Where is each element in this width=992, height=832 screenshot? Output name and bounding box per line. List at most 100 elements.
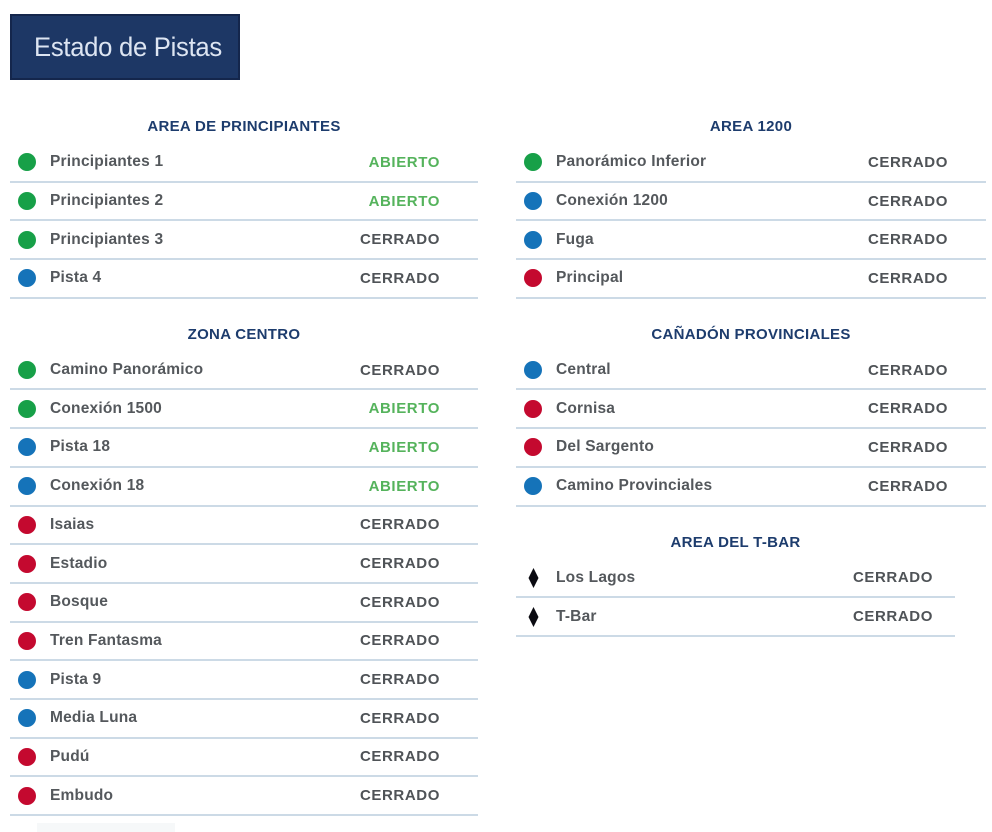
red-circle-icon	[18, 631, 36, 651]
trail-name: T-Bar	[556, 607, 597, 625]
trail-status-badge: CERRADO	[852, 569, 933, 587]
blue-circle-icon	[18, 437, 36, 457]
trail-status-badge: CERRADO	[359, 709, 440, 727]
trail-row-cornisa: Cornisa CERRADO	[516, 390, 986, 430]
trail-status-badge: CERRADO	[867, 269, 948, 287]
trail-row-tren-fantasma: Tren Fantasma CERRADO	[10, 623, 478, 662]
red-circle-icon	[18, 554, 36, 574]
section-header: AREA 1200	[709, 118, 793, 135]
trail-name: Camino Provinciales	[556, 477, 713, 495]
section-ca-ad-n-provinciales: CAÑADÓN PROVINCIALES Central CERRADO Cornis…	[516, 326, 986, 507]
trail-status-badge: CERRADO	[359, 593, 440, 611]
black-diamond-icon	[524, 567, 542, 588]
red-circle-icon	[18, 786, 36, 806]
blue-circle-icon	[524, 191, 542, 211]
trail-status-badge: CERRADO	[867, 361, 948, 379]
trail-name: Pista 18	[50, 438, 111, 456]
trail-name: Central	[556, 361, 611, 379]
trail-name: Fuga	[556, 230, 594, 248]
blue-circle-icon	[524, 476, 542, 496]
trail-row-camino-panor-mico: Camino Panorámico CERRADO	[10, 352, 478, 391]
section-area-del-t-bar: AREA DEL T-BAR Los Lagos CERRADO T-Bar CERRA…	[516, 534, 955, 637]
trail-name: Los Lagos	[556, 568, 636, 586]
trail-row-del-sargento: Del Sargento CERRADO	[516, 429, 986, 468]
blue-circle-icon	[524, 230, 542, 250]
trail-row-pista-18: Pista 18 ABIERTO	[10, 429, 478, 468]
trail-status-badge: CERRADO	[867, 438, 948, 456]
trail-status-badge: CERRADO	[852, 608, 933, 626]
red-circle-icon	[18, 515, 36, 535]
section-header: AREA DEL T-BAR	[670, 533, 801, 551]
trail-row-t-bar: T-Bar CERRADO	[516, 598, 955, 637]
trail-row-principiantes-3: Principiantes 3 CERRADO	[10, 221, 478, 261]
trail-row-principal: Principal CERRADO	[516, 260, 986, 299]
trail-status-badge: ABIERTO	[368, 153, 440, 171]
red-circle-icon	[524, 437, 542, 457]
trail-status-badge: CERRADO	[359, 632, 440, 650]
blue-circle-icon	[18, 268, 36, 288]
trail-name: Conexión 1200	[556, 192, 669, 210]
column-2: AREA 1200 Panorámico Inferior CERRADO Conex…	[516, 118, 986, 816]
page-title-box: Estado de Pistas	[10, 14, 240, 80]
trail-name: Principiantes 2	[50, 192, 164, 210]
trail-row-camino-provinciales: Camino Provinciales CERRADO	[516, 468, 986, 507]
trail-name: Bosque	[50, 593, 109, 611]
section-area-de-principiantes: AREA DE PRINCIPIANTES Principiantes 1 ABIE…	[10, 118, 478, 299]
trail-row-central: Central CERRADO	[516, 352, 986, 391]
trail-status-badge: CERRADO	[359, 516, 440, 534]
section-area-1200: AREA 1200 Panorámico Inferior CERRADO Conex…	[516, 118, 986, 299]
trail-row-fuga: Fuga CERRADO	[516, 221, 986, 261]
red-circle-icon	[524, 268, 542, 288]
section-zona-centro: ZONA CENTRO Camino Panorámico CERRADO Conex…	[10, 326, 478, 816]
blue-circle-icon	[524, 360, 542, 380]
trail-name: Cornisa	[556, 399, 616, 417]
red-circle-icon	[18, 592, 36, 612]
blue-circle-icon	[18, 670, 36, 690]
trail-row-principiantes-2: Principiantes 2 ABIERTO	[10, 183, 478, 222]
green-circle-icon	[524, 152, 542, 172]
trail-row-pud: Pudú CERRADO	[10, 739, 478, 778]
trail-row-panor-mico-inferior: Panorámico Inferior CERRADO	[516, 144, 986, 183]
trail-status-badge: CERRADO	[867, 153, 948, 171]
cropped-next-section-box	[37, 823, 175, 832]
trail-row-estadio: Estadio CERRADO	[10, 545, 478, 584]
red-circle-icon	[524, 399, 542, 419]
trail-status-badge: CERRADO	[359, 555, 440, 573]
trail-status-badge: CERRADO	[867, 400, 948, 418]
section-header: ZONA CENTRO	[187, 325, 301, 343]
blue-circle-icon	[18, 708, 36, 728]
blue-circle-icon	[18, 476, 36, 496]
trail-name: Embudo	[50, 786, 114, 804]
trail-status-badge: CERRADO	[359, 361, 440, 379]
trail-name: Pudú	[50, 747, 90, 765]
section-header: CAÑADÓN PROVINCIALES	[651, 325, 851, 343]
trail-name: Principiantes 3	[50, 230, 164, 248]
trail-status-board: AREA DE PRINCIPIANTES Principiantes 1 ABIE…	[10, 118, 986, 816]
trail-row-bosque: Bosque CERRADO	[10, 584, 478, 623]
green-circle-icon	[18, 230, 36, 250]
trail-name: Media Luna	[50, 709, 138, 727]
green-circle-icon	[18, 152, 36, 172]
trail-row-embudo: Embudo CERRADO	[10, 777, 478, 816]
trail-row-principiantes-1: Principiantes 1 ABIERTO	[10, 144, 478, 183]
trail-status-badge: ABIERTO	[368, 438, 440, 456]
trail-row-conexi-n-1200: Conexión 1200 CERRADO	[516, 183, 986, 222]
trail-name: Camino Panorámico	[50, 361, 204, 379]
trail-status-badge: CERRADO	[359, 748, 440, 766]
trail-status-badge: CERRADO	[359, 671, 440, 689]
trail-name: Principal	[556, 269, 624, 287]
trail-status-badge: ABIERTO	[368, 400, 440, 418]
trail-name: Panorámico Inferior	[556, 153, 707, 171]
trail-row-los-lagos: Los Lagos CERRADO	[516, 560, 955, 599]
red-circle-icon	[18, 747, 36, 767]
green-circle-icon	[18, 360, 36, 380]
green-circle-icon	[18, 399, 36, 419]
trail-name: Pista 4	[50, 269, 102, 287]
trail-status-badge: CERRADO	[359, 787, 440, 805]
trail-status-badge: CERRADO	[359, 269, 440, 287]
trail-status-badge: ABIERTO	[368, 477, 440, 495]
trail-name: Conexión 1500	[50, 399, 163, 417]
trail-status-badge: CERRADO	[867, 477, 948, 495]
trail-status-badge: CERRADO	[867, 192, 948, 210]
section-header: AREA DE PRINCIPIANTES	[147, 118, 341, 135]
